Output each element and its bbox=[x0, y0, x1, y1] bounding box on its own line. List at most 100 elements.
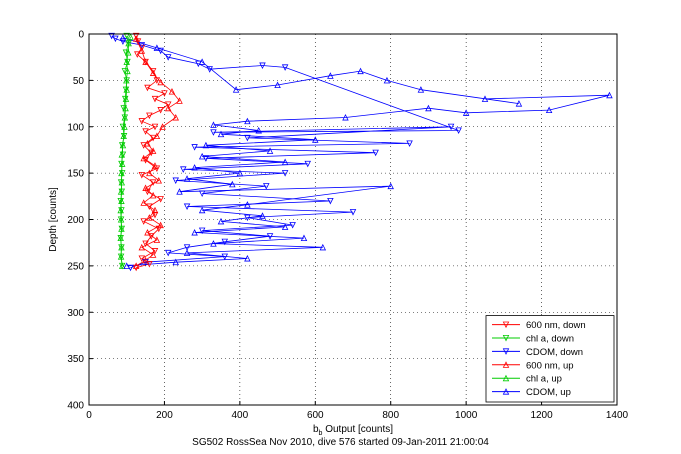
data-point-cdom-up bbox=[217, 217, 225, 225]
data-point-chl-a-up bbox=[124, 49, 132, 56]
data-point-600-nm-down bbox=[151, 248, 159, 255]
data-point-600-nm-down bbox=[138, 44, 146, 52]
data-point-cdom-up bbox=[172, 258, 179, 266]
x-tick-label: 800 bbox=[382, 410, 399, 421]
legend-entry-label: CDOM, down bbox=[526, 347, 583, 358]
data-point-600-nm-up bbox=[138, 243, 146, 251]
data-point-600-nm-down bbox=[140, 218, 147, 225]
legend-swatch-marker bbox=[502, 361, 510, 368]
data-point-cdom-up bbox=[202, 141, 210, 149]
data-point-600-nm-up bbox=[159, 123, 166, 130]
data-point-cdom-up bbox=[606, 91, 613, 99]
data-point-600-nm-down bbox=[146, 261, 153, 268]
data-point-cdom-down bbox=[198, 190, 206, 198]
legend: 600 nm, down chl a, down CDOM, down 600 nm,… bbox=[485, 315, 615, 403]
data-point-chl-a-up bbox=[123, 76, 130, 84]
data-point-chl-a-up bbox=[123, 58, 130, 65]
data-point-chl-a-down bbox=[123, 32, 130, 40]
x-tick-label: 600 bbox=[307, 410, 324, 421]
data-point-chl-a-up bbox=[125, 39, 132, 47]
data-point-600-nm-up bbox=[142, 58, 149, 65]
data-point-cdom-up bbox=[217, 130, 225, 138]
data-point-600-nm-up bbox=[146, 169, 153, 177]
x-tick-label: 0 bbox=[86, 410, 92, 421]
data-point-cdom-down bbox=[281, 64, 289, 71]
data-point-600-nm-up bbox=[172, 113, 179, 121]
data-point-cdom-up bbox=[119, 34, 127, 41]
legend-swatch-marker bbox=[502, 334, 510, 342]
data-point-chl-a-down bbox=[119, 151, 127, 159]
data-point-600-nm-up bbox=[149, 251, 157, 258]
data-point-600-nm-up bbox=[157, 221, 164, 229]
data-point-cdom-down bbox=[455, 127, 462, 134]
x-axis-label-main: b bbox=[313, 424, 319, 435]
x-tick-label: 200 bbox=[156, 410, 173, 421]
y-tick-label: 400 bbox=[67, 401, 84, 412]
data-point-cdom-down bbox=[327, 197, 334, 205]
data-point-cdom-up bbox=[312, 136, 319, 143]
data-point-600-nm-down bbox=[151, 123, 159, 131]
data-point-chl-a-up bbox=[120, 132, 127, 140]
data-point-600-nm-up bbox=[168, 88, 176, 95]
legend-entry-label: chl a, down bbox=[526, 334, 574, 345]
y-tick-label: 350 bbox=[67, 354, 84, 365]
data-point-chl-a-up bbox=[119, 141, 127, 149]
data-point-cdom-down bbox=[244, 214, 251, 222]
data-point-chl-a-down bbox=[119, 123, 127, 131]
data-point-cdom-up bbox=[259, 212, 266, 219]
series-lines bbox=[111, 35, 610, 269]
data-point-cdom-down bbox=[180, 166, 187, 173]
data-point-cdom-up bbox=[357, 67, 364, 75]
data-point-600-nm-down bbox=[142, 240, 149, 248]
data-point-600-nm-up bbox=[155, 177, 163, 184]
data-point-chl-a-up bbox=[117, 216, 125, 223]
data-point-cdom-up bbox=[198, 152, 206, 160]
data-point-cdom-up bbox=[244, 201, 251, 208]
data-point-chl-a-down bbox=[120, 105, 127, 112]
data-point-chl-a-up bbox=[124, 67, 131, 75]
y-axis-label: Depth [counts] bbox=[48, 187, 59, 252]
data-point-cdom-up bbox=[342, 113, 349, 121]
data-point-cdom-down bbox=[112, 35, 119, 43]
data-point-cdom-up bbox=[274, 81, 281, 89]
data-point-chl-a-up bbox=[118, 225, 125, 232]
data-point-chl-a-up bbox=[123, 86, 130, 93]
data-point-cdom-up bbox=[210, 121, 217, 128]
data-point-600-nm-down bbox=[147, 233, 155, 240]
data-point-cdom-up bbox=[232, 86, 240, 93]
data-point-600-nm-up bbox=[132, 262, 140, 269]
data-point-600-nm-up bbox=[146, 214, 153, 221]
data-point-cdom-down bbox=[210, 129, 217, 136]
data-point-cdom-down bbox=[281, 170, 289, 177]
data-point-chl-a-up bbox=[122, 104, 129, 112]
data-point-chl-a-down bbox=[124, 58, 131, 66]
y-tick-label: 50 bbox=[73, 76, 85, 87]
data-point-chl-a-down bbox=[122, 86, 130, 94]
x-tick-label: 400 bbox=[232, 410, 249, 421]
data-point-cdom-up bbox=[383, 76, 391, 84]
data-point-chl-a-up bbox=[127, 33, 134, 40]
data-point-chl-a-up bbox=[118, 151, 126, 158]
data-point-chl-a-up bbox=[118, 160, 126, 167]
data-point-cdom-down bbox=[164, 249, 172, 257]
data-point-600-nm-up bbox=[149, 191, 157, 199]
data-point-chl-a-down bbox=[118, 142, 126, 149]
data-point-cdom-down bbox=[191, 144, 198, 151]
data-point-cdom-down bbox=[259, 62, 266, 70]
data-point-chl-a-down bbox=[117, 179, 125, 186]
y-tick-label: 300 bbox=[67, 308, 84, 319]
data-point-cdom-down bbox=[266, 233, 274, 240]
data-point-chl-a-up bbox=[118, 169, 125, 177]
data-point-cdom-down bbox=[172, 177, 179, 185]
data-point-600-nm-down bbox=[161, 90, 168, 97]
data-point-chl-a-down bbox=[118, 207, 125, 214]
data-point-cdom-down bbox=[183, 244, 191, 251]
data-point-cdom-down bbox=[447, 123, 455, 131]
data-point-chl-a-down bbox=[118, 160, 125, 168]
data-point-cdom-down bbox=[349, 209, 357, 216]
data-point-cdom-down bbox=[164, 54, 172, 61]
data-point-chl-a-up bbox=[117, 188, 125, 195]
data-point-cdom-down bbox=[263, 183, 270, 190]
legend-entry-label: 600 nm, up bbox=[526, 360, 574, 371]
